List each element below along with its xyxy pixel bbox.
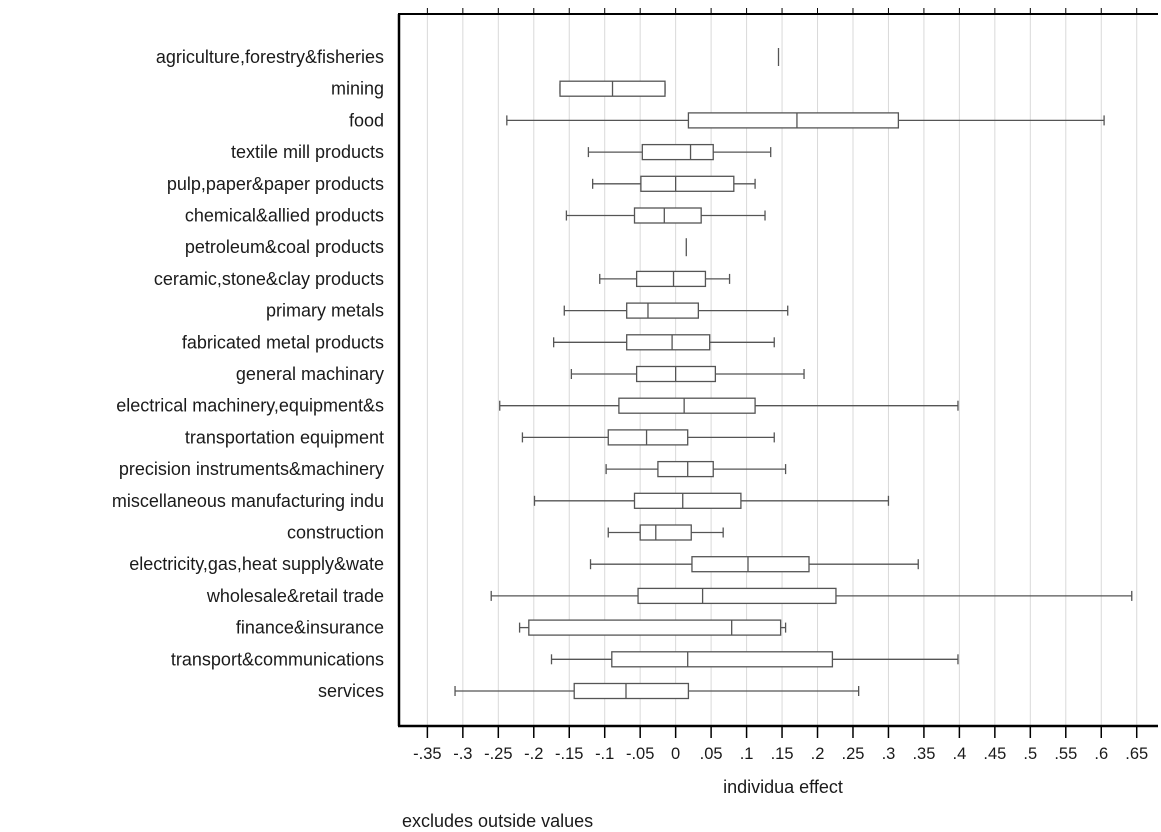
iqr-box	[528, 619, 782, 636]
category-label: transport&communications	[171, 649, 384, 669]
iqr-box	[618, 397, 756, 414]
box-group	[587, 143, 772, 161]
x-tick-label: -.35	[413, 745, 441, 763]
x-tick-label: .25	[842, 745, 865, 763]
category-label: construction	[287, 523, 384, 543]
box-group	[490, 587, 1133, 605]
iqr-box	[657, 460, 714, 478]
iqr-box	[573, 682, 690, 700]
x-axis-ticks: -.35 -.3 -.25 -.2 -.15 -.1 -.05 0 .05 .1 .15 .2 .25.…	[413, 8, 1148, 763]
x-tick-label: -.3	[453, 745, 472, 763]
category-label: finance&insurance	[236, 618, 384, 638]
x-tick-label: .5	[1023, 745, 1037, 763]
iqr-box	[637, 587, 837, 605]
chart-note: excludes outside values	[402, 811, 593, 831]
category-label: fabricated metal products	[182, 332, 384, 352]
category-label: agriculture,forestry&fisheries	[156, 47, 384, 67]
iqr-box	[633, 492, 742, 509]
category-label: services	[318, 681, 384, 701]
category-label: petroleum&coal products	[185, 237, 384, 257]
iqr-box	[639, 524, 692, 541]
x-tick-label: .6	[1094, 745, 1108, 763]
x-tick-label: .4	[953, 745, 967, 763]
category-label: precision instruments&machinery	[119, 459, 384, 479]
category-label: electricity,gas,heat supply&wate	[129, 554, 384, 574]
category-label: mining	[331, 79, 384, 99]
x-tick-label: .35	[912, 745, 935, 763]
x-tick-label: -.1	[595, 745, 614, 763]
box-group	[589, 556, 919, 573]
box-group	[559, 80, 666, 97]
box-group	[605, 460, 787, 478]
x-tick-label: -.05	[626, 745, 654, 763]
box-group	[506, 112, 1105, 129]
x-tick-label: .65	[1125, 745, 1148, 763]
box-group	[454, 682, 860, 700]
box-group	[599, 270, 731, 288]
x-tick-label: .45	[983, 745, 1006, 763]
box-group	[552, 334, 775, 351]
iqr-box	[687, 112, 900, 129]
grid-lines	[426, 14, 1138, 726]
category-label: electrical machinery,equipment&s	[116, 396, 384, 416]
x-axis-title: individua effect	[723, 777, 843, 797]
category-label: food	[349, 110, 384, 130]
box-group	[592, 175, 756, 192]
x-tick-label: -.25	[484, 745, 512, 763]
category-label: transportation equipment	[185, 427, 384, 447]
iqr-box	[691, 556, 810, 573]
x-tick-label: .1	[740, 745, 754, 763]
category-label: textile mill products	[231, 142, 384, 162]
iqr-box	[626, 302, 699, 319]
iqr-box	[635, 270, 707, 288]
x-tick-label: .3	[882, 745, 896, 763]
category-labels: agriculture,forestry&fisheries mining food…	[112, 47, 384, 701]
box-group	[565, 207, 766, 224]
box-group	[607, 524, 724, 541]
iqr-box	[641, 143, 714, 161]
box-group	[521, 429, 775, 446]
x-tick-label: .05	[700, 745, 723, 763]
iqr-box	[640, 175, 735, 192]
category-label: primary metals	[266, 301, 384, 321]
plot-frame	[397, 13, 1158, 728]
x-tick-label: .2	[811, 745, 825, 763]
iqr-box	[633, 207, 702, 224]
x-tick-label: 0	[671, 745, 680, 763]
x-tick-label: -.15	[555, 745, 583, 763]
boxes	[454, 48, 1133, 700]
x-tick-label: .15	[771, 745, 794, 763]
category-label: miscellaneous manufacturing indu	[112, 491, 384, 511]
category-label: general machinary	[236, 364, 384, 384]
box-group	[533, 492, 890, 509]
x-tick-label: -.2	[524, 745, 543, 763]
iqr-box	[626, 334, 711, 351]
x-tick-label: .55	[1054, 745, 1077, 763]
category-label: chemical&allied products	[185, 206, 384, 226]
box-group	[518, 619, 787, 636]
box-group	[499, 397, 959, 414]
box-group	[550, 651, 959, 668]
iqr-box	[607, 429, 689, 446]
category-label: ceramic,stone&clay products	[154, 269, 384, 289]
box-group	[570, 365, 805, 383]
category-label: wholesale&retail trade	[206, 586, 384, 606]
box-group	[563, 302, 789, 319]
category-label: pulp,paper&paper products	[167, 174, 384, 194]
iqr-box	[611, 651, 834, 668]
